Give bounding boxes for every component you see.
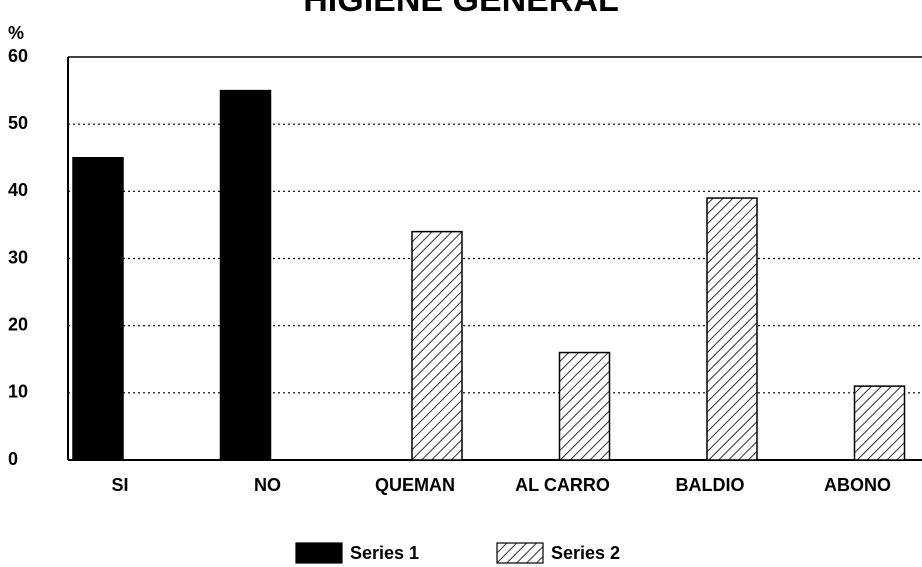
y-tick-label: 30 xyxy=(8,247,28,267)
y-tick-label: 0 xyxy=(8,449,18,469)
x-tick-label: BALDIO xyxy=(676,475,745,495)
bar xyxy=(411,230,463,461)
bar xyxy=(219,89,272,461)
legend-swatch xyxy=(295,542,343,564)
y-tick-label: 40 xyxy=(8,180,28,200)
x-tick-label: ABONO xyxy=(824,475,891,495)
y-tick-label: 60 xyxy=(8,46,28,66)
bar xyxy=(706,197,758,461)
x-tick-label: QUEMAN xyxy=(375,475,455,495)
y-axis-label: % xyxy=(8,23,24,43)
y-tick-label: 50 xyxy=(8,113,28,133)
legend-label: Series 2 xyxy=(551,543,620,563)
x-tick-label: SI xyxy=(111,475,128,495)
x-tick-label: NO xyxy=(254,475,281,495)
legend-label: Series 1 xyxy=(350,543,419,563)
y-tick-label: 10 xyxy=(8,382,28,402)
bar xyxy=(72,157,124,461)
y-tick-label: 20 xyxy=(8,314,28,334)
bar xyxy=(853,385,906,461)
chart-title: HIGIENE GENERAL xyxy=(303,0,618,19)
bar xyxy=(558,351,611,461)
x-tick-label: AL CARRO xyxy=(515,475,610,495)
legend-swatch xyxy=(496,542,544,564)
